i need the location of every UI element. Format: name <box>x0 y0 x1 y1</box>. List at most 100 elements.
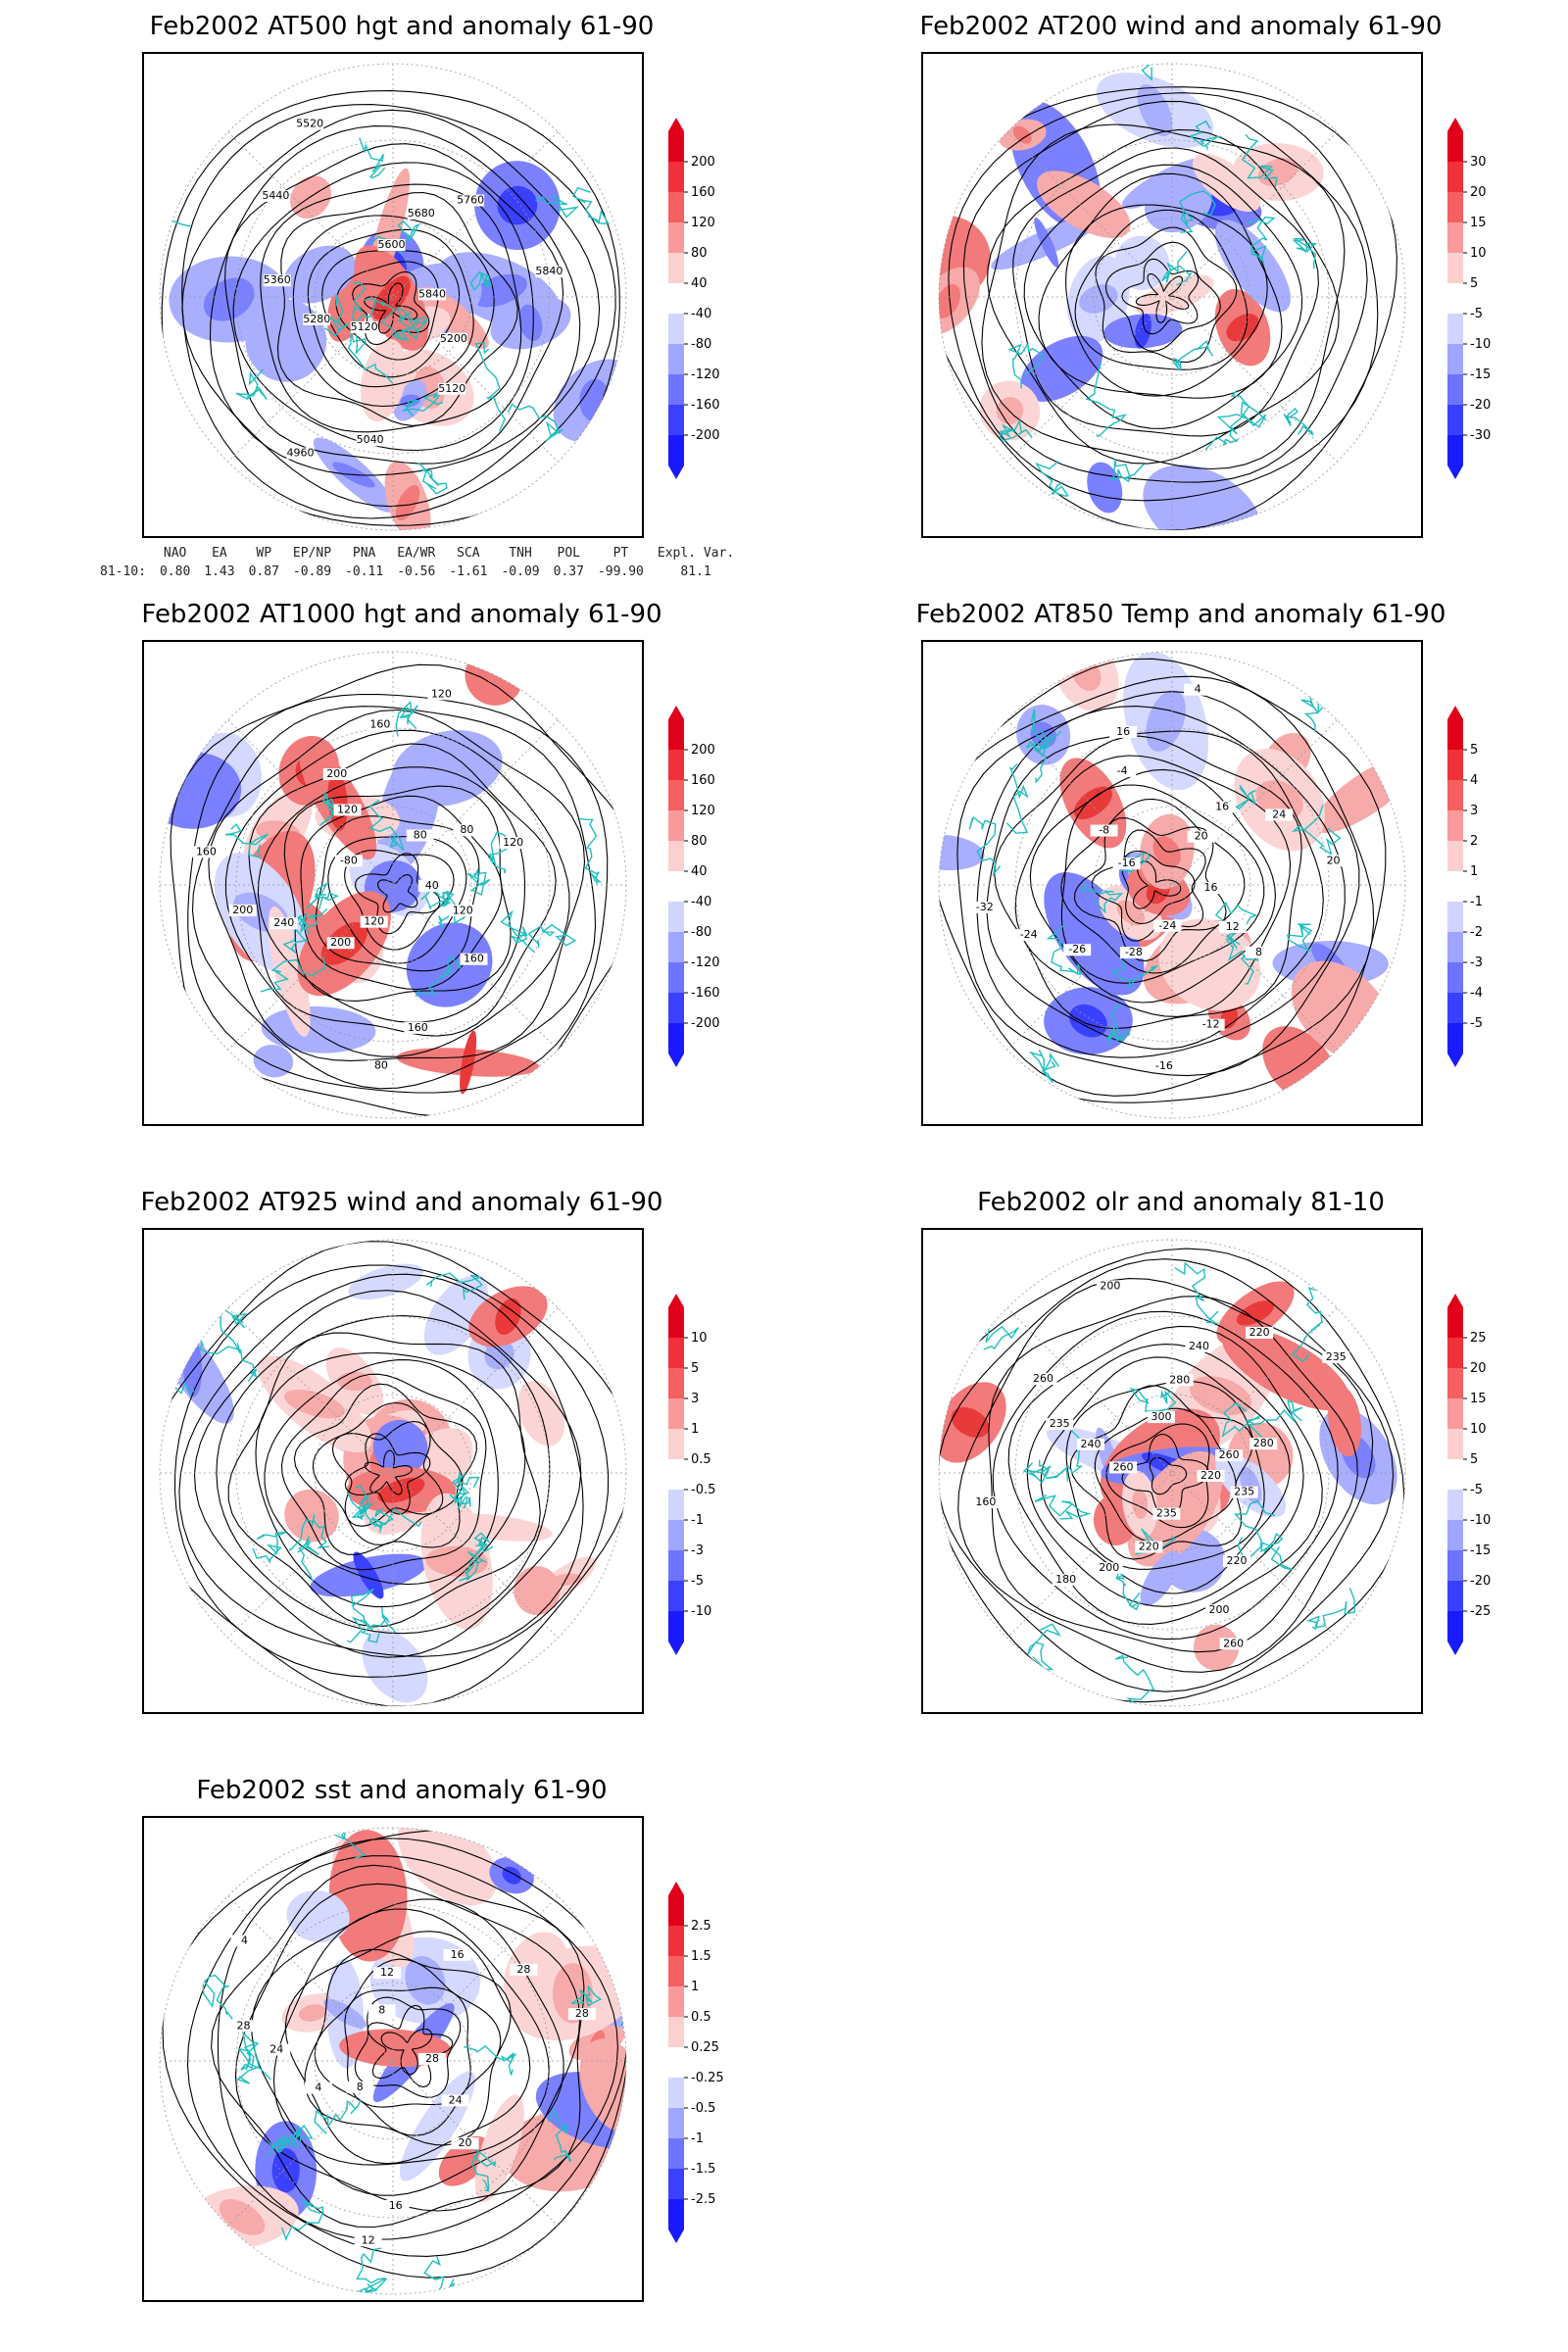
contour-label: 5840 <box>418 287 446 300</box>
positive-anomaly-core <box>1132 1489 1149 1520</box>
positive-anomaly-area <box>1328 1386 1362 1457</box>
latitude-circle <box>1014 727 1330 1043</box>
panel-olr: Feb2002 olr and anomaly 81-10 220 235 220 2… <box>906 1176 1524 1764</box>
colorbar-label: 40 <box>691 864 708 879</box>
meridian-line <box>1006 719 1338 1051</box>
negative-anomaly-area <box>348 1263 424 1300</box>
colorbar-label: -4 <box>1470 986 1483 1001</box>
colorbar-svg: 200 160 120 80 40 -40 -80 -120 -160 -200 <box>668 118 720 479</box>
negative-anomaly-area <box>253 1045 294 1078</box>
index-header: EA <box>212 546 227 561</box>
colorbar-swatch <box>1447 192 1463 222</box>
positive-anomaly-area <box>284 1489 339 1543</box>
contour-label-bg <box>270 917 298 930</box>
positive-anomaly-area <box>1136 274 1214 317</box>
negative-anomaly-core <box>1137 84 1173 137</box>
contour-label: 200 <box>326 767 347 780</box>
contour-label-bg <box>1197 1470 1225 1483</box>
latitude-circle <box>235 139 551 455</box>
colorbar-swatch <box>1447 750 1463 780</box>
negative-anomaly-core <box>1146 690 1186 752</box>
contour-label-bg <box>499 837 527 850</box>
coastline <box>260 956 326 993</box>
colorbar-label: -2.5 <box>691 2192 715 2207</box>
colorbar-swatch <box>668 314 684 344</box>
contour-label-bg <box>1215 1449 1244 1462</box>
colorbar-label: -1.5 <box>691 2162 715 2177</box>
contour-label: 5120 <box>351 320 378 333</box>
colorbar-swatch <box>668 2199 684 2230</box>
colorbar: 2.5 1.5 1 0.5 0.25 -0.25 -0.5 -1 -1.5 -2.5 <box>662 1882 731 2254</box>
contour-label: 120 <box>337 803 358 815</box>
contour-label-bg <box>229 2020 258 2033</box>
contour-line <box>209 125 581 476</box>
contour-line <box>232 162 534 452</box>
contour-label-bg <box>443 1948 471 1961</box>
contour-line <box>1012 147 1319 437</box>
contour-label-bg <box>1197 1018 1225 1031</box>
negative-anomaly-core <box>323 1998 367 2029</box>
coastline <box>280 2199 324 2241</box>
panel-at500-hgt: Feb2002 AT500 hgt and anomaly 61-90 5840… <box>127 0 745 588</box>
coastline <box>469 2146 496 2192</box>
contour-label-bg <box>406 829 434 842</box>
colorbar-swatch <box>668 1368 684 1398</box>
colorbar-label: 5 <box>691 1361 699 1376</box>
coastline <box>535 194 579 219</box>
coastline <box>1204 389 1250 451</box>
contour-line <box>216 1315 551 1635</box>
coastline <box>1305 1588 1355 1631</box>
contour-label: -4 <box>1117 764 1128 777</box>
meridian-line <box>1006 131 1338 463</box>
contour-label: 260 <box>1219 1448 1240 1461</box>
coastline <box>968 815 1002 877</box>
coastline <box>1174 1261 1219 1325</box>
contour-line <box>355 853 441 935</box>
contour-label-bg <box>417 2052 446 2065</box>
colorbar-label: 30 <box>1470 155 1487 170</box>
colorbar-label: -5 <box>1470 307 1483 321</box>
positive-anomaly-area <box>514 1566 561 1616</box>
contour-label-bg <box>326 937 355 950</box>
contour-line <box>1060 784 1265 984</box>
contour-label: 240 <box>1189 1340 1209 1352</box>
negative-anomaly-area <box>362 1630 428 1703</box>
colorbar-arrow-top <box>1447 1294 1463 1307</box>
panel-at200-wind: Feb2002 AT200 wind and anomaly 61-90 30 2… <box>906 0 1524 588</box>
contour-label-bg <box>449 905 477 917</box>
contour-line <box>1060 798 1246 974</box>
contour-label-bg <box>535 266 564 278</box>
coastline <box>1105 1003 1131 1046</box>
contour-label-bg <box>1096 1280 1124 1293</box>
contour-line <box>264 1359 499 1586</box>
colorbar-swatch <box>1447 314 1463 344</box>
contour-label-bg <box>334 855 363 867</box>
contour-line <box>300 795 503 991</box>
contour-line <box>957 1278 1374 1673</box>
contour-label: 8 <box>378 2003 385 2016</box>
colorbar-swatch <box>668 902 684 932</box>
colorbar-label: -40 <box>691 895 711 909</box>
map-frame: 220 235 220 200 260 235 220 200 180 160 260 240 235 2… <box>921 1228 1423 1714</box>
contour-label-bg <box>1152 1507 1181 1520</box>
colorbar-swatch <box>1447 841 1463 871</box>
meridian-line <box>227 131 559 463</box>
contour-label-bg <box>1197 882 1225 895</box>
colorbar-label: 5 <box>1470 1452 1478 1467</box>
colorbar-label: 160 <box>691 185 715 200</box>
colorbar-arrow-bottom <box>1447 1642 1463 1655</box>
colorbar-swatch <box>668 962 684 993</box>
colorbar-arrow-bottom <box>668 2230 684 2243</box>
contour-label-bg <box>228 905 257 917</box>
colorbar-label: 10 <box>1470 1422 1487 1437</box>
colorbar: 5 4 3 2 1 -1 -2 -3 -4 -5 <box>1442 706 1510 1078</box>
negative-anomaly-core <box>579 378 611 422</box>
colorbar-swatch <box>1447 222 1463 253</box>
colorbar-swatch <box>1447 1459 1463 1490</box>
contour-line <box>939 86 1397 530</box>
contour-line <box>994 735 1302 1030</box>
index-header: WP <box>256 546 272 561</box>
contour-label-bg <box>1109 1461 1138 1474</box>
index-row-label-blank <box>93 544 153 563</box>
contour-label-bg <box>356 434 384 447</box>
